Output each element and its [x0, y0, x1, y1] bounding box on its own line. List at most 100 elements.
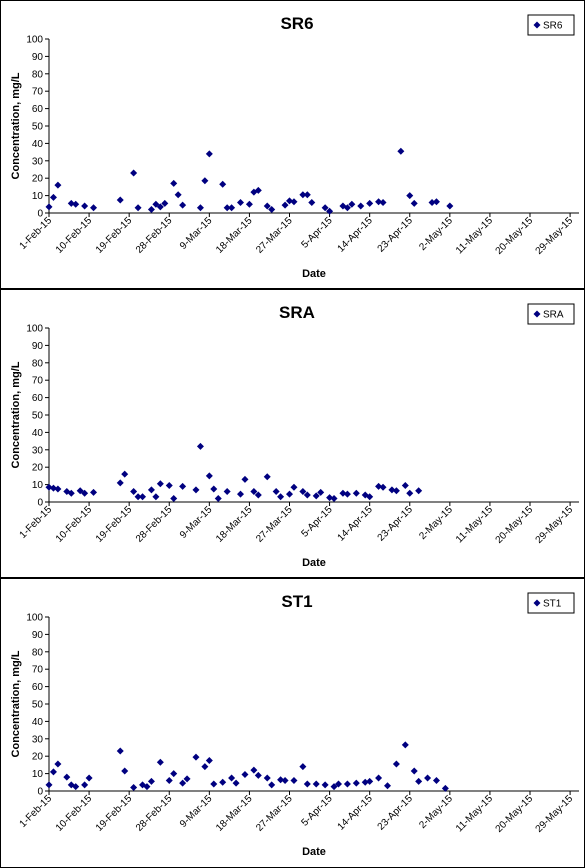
data-point [152, 493, 160, 501]
data-point [170, 179, 178, 187]
data-point [321, 204, 329, 212]
data-point [303, 491, 311, 499]
data-point [250, 766, 258, 774]
data-point [406, 489, 414, 497]
data-point [299, 488, 307, 496]
y-tick-label: 30 [32, 445, 44, 456]
data-point [415, 487, 423, 495]
y-tick-label: 50 [32, 411, 44, 422]
y-tick-label: 10 [32, 480, 44, 491]
data-point [357, 202, 365, 210]
data-point [76, 487, 84, 495]
chart-panel-st1: ST1 Concentration, mg/L Date 0 10 20 30 40 50 60 7… [0, 578, 585, 868]
data-point [90, 488, 98, 496]
data-point [49, 484, 57, 492]
legend-marker [533, 310, 541, 318]
x-tick-label: 29-May-15 [534, 793, 576, 835]
data-point [366, 493, 374, 501]
x-tick-label: 23-Apr-15 [376, 504, 416, 544]
data-point [81, 202, 89, 210]
data-point [286, 490, 294, 498]
data-point [250, 488, 258, 496]
data-point [201, 177, 209, 185]
data-point [165, 481, 173, 489]
y-tick-label: 40 [32, 717, 44, 728]
data-point [63, 773, 71, 781]
data-point [241, 475, 249, 483]
x-tick-label: 28-Feb-15 [134, 504, 175, 545]
data-point [254, 186, 262, 194]
data-point [401, 741, 409, 749]
x-tick-label: 29-May-15 [534, 504, 576, 546]
data-point [379, 483, 387, 491]
chart-title: SRA [279, 303, 315, 322]
y-tick-label: 70 [32, 665, 44, 676]
data-point [326, 207, 334, 215]
data-point [201, 763, 209, 771]
data-point [326, 494, 334, 502]
data-point [174, 191, 182, 199]
data-point [428, 199, 436, 207]
data-point [263, 202, 271, 210]
y-tick-label: 0 [37, 209, 43, 220]
x-tick-label: 28-Feb-15 [134, 793, 175, 834]
data-point [397, 147, 405, 155]
data-point [361, 778, 369, 786]
data-point [290, 198, 298, 206]
data-point [299, 191, 307, 199]
x-tick-label: 18-Mar-15 [214, 215, 255, 256]
data-point [67, 199, 75, 207]
x-tick-label: 14-Apr-15 [336, 215, 376, 255]
data-point [343, 780, 351, 788]
data-point [379, 199, 387, 207]
data-point [250, 188, 258, 196]
y-tick-label: 100 [26, 613, 43, 624]
data-point [392, 760, 400, 768]
data-point [406, 192, 414, 200]
data-point [130, 784, 138, 792]
data-point [170, 495, 178, 503]
x-tick-label: 28-Feb-15 [134, 215, 175, 256]
data-point [205, 150, 213, 158]
y-tick-label: 50 [32, 700, 44, 711]
legend-label: ST1 [543, 599, 562, 610]
data-point [54, 485, 62, 493]
y-tick-label: 70 [32, 87, 44, 98]
chart-title: ST1 [281, 592, 312, 611]
data-point [312, 492, 320, 500]
data-point [179, 201, 187, 209]
x-tick-label: 23-Apr-15 [376, 215, 416, 255]
chart-panel-sra: SRA Concentration, mg/L Date 0 10 20 30 40 50 60 7… [0, 289, 585, 578]
data-point [415, 777, 423, 785]
data-point [401, 481, 409, 489]
legend-marker [533, 21, 541, 29]
data-point [205, 757, 213, 765]
data-point [383, 782, 391, 790]
x-tick-label: 14-Apr-15 [336, 793, 376, 833]
data-point [281, 777, 289, 785]
data-point [67, 781, 75, 789]
y-axis-label: Concentration, mg/L [10, 72, 22, 179]
data-point [121, 767, 129, 775]
data-point [219, 778, 227, 786]
data-point [375, 198, 383, 206]
y-tick-label: 80 [32, 358, 44, 369]
data-point [339, 489, 347, 497]
legend-box [527, 14, 575, 36]
data-point [223, 204, 231, 212]
x-tick-label: 11-May-15 [454, 504, 495, 545]
data-point [254, 491, 262, 499]
chart-svg: ST1 Concentration, mg/L Date 0 10 20 30 40 50 60 7… [10, 592, 579, 858]
legend-box [527, 592, 575, 614]
data-point [192, 486, 200, 494]
data-point [303, 191, 311, 199]
x-tick-label: 14-Apr-15 [336, 504, 376, 544]
data-point [81, 489, 89, 497]
x-tick-label: 19-Feb-15 [94, 504, 135, 545]
data-point [334, 780, 342, 788]
data-point [156, 758, 164, 766]
data-point [72, 200, 80, 208]
data-point [308, 199, 316, 207]
data-point [196, 204, 204, 212]
data-point [130, 169, 138, 177]
